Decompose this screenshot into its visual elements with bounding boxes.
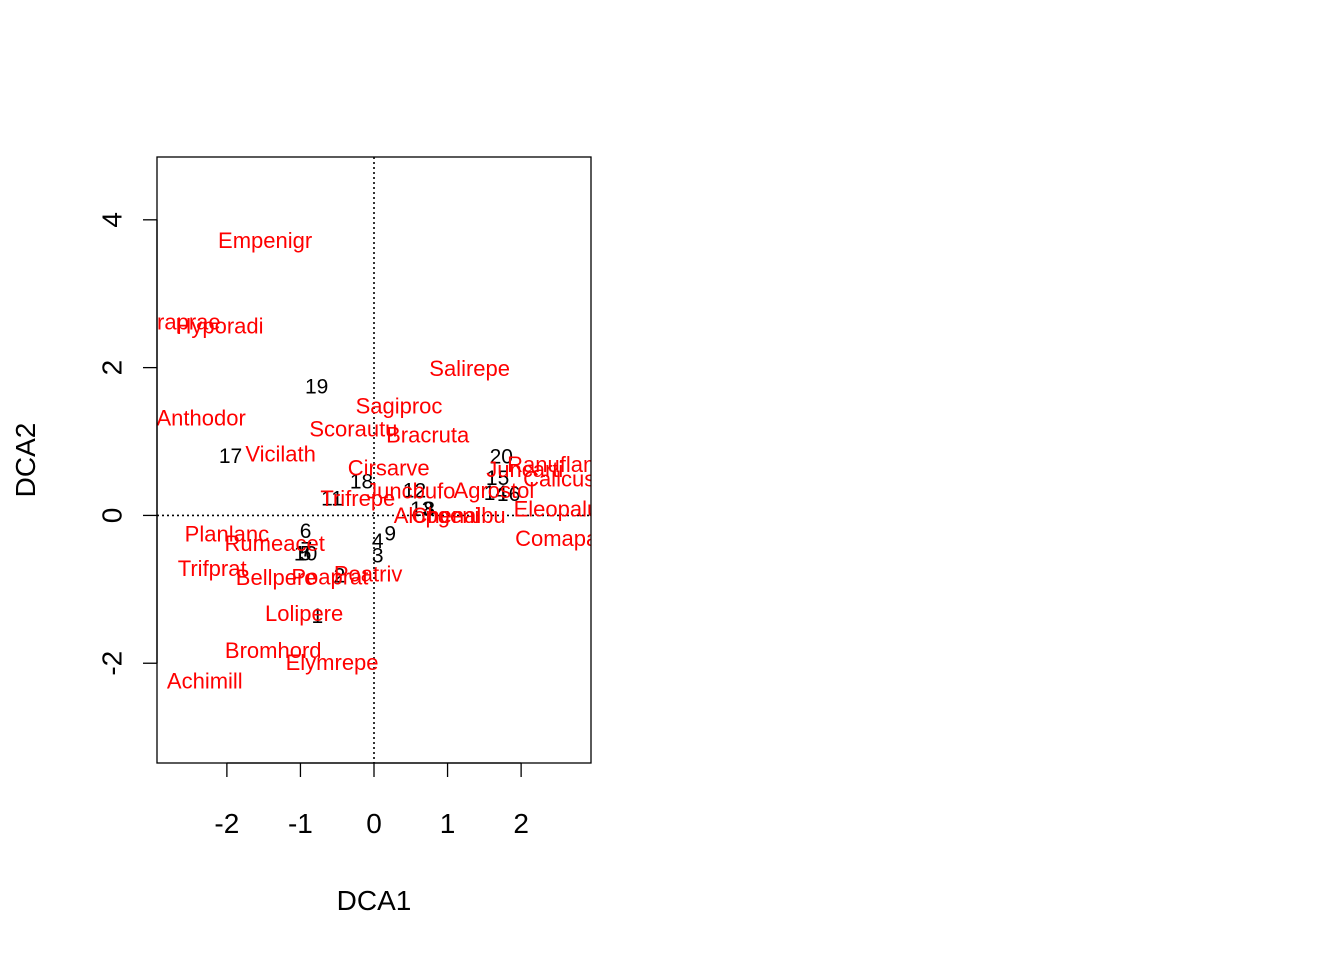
species-label-juncarti: Juncarti — [486, 457, 563, 482]
site-label-9: 9 — [384, 522, 396, 545]
species-label-rumeacet: Rumeacet — [225, 531, 325, 556]
y-tick-label: -2 — [97, 651, 128, 676]
species-label-empenigr: Empenigr — [218, 228, 312, 253]
site-label-7: 7 — [300, 539, 312, 562]
site-label-13: 13 — [410, 498, 433, 521]
x-axis-label: DCA1 — [337, 885, 412, 916]
species-label-hyporadi: Hyporadi — [176, 314, 264, 339]
site-label-4: 4 — [372, 530, 384, 553]
site-label-15: 15 — [486, 467, 509, 490]
y-axis: -2 0 2 4 — [97, 212, 158, 676]
site-label-14: 14 — [484, 482, 508, 505]
site-label-16: 16 — [497, 483, 520, 506]
y-tick-label: 2 — [97, 360, 128, 376]
species-label-airaprae: Airaprae — [137, 309, 220, 334]
site-label-3: 3 — [372, 545, 384, 568]
x-tick-label: 2 — [513, 808, 529, 839]
species-label-salirepe: Salirepe — [429, 356, 510, 381]
species-label-chenalbu: Chenalbu — [411, 503, 505, 528]
species-label-elymrepe: Elymrepe — [286, 650, 379, 675]
site-label-18: 18 — [350, 471, 373, 494]
x-tick-label: 1 — [440, 808, 456, 839]
site-label-17: 17 — [219, 445, 242, 468]
species-label-trifprat: Trifprat — [178, 556, 247, 581]
species-label-poaprat: Poaprat — [291, 564, 368, 589]
site-label-8: 8 — [423, 498, 435, 521]
site-label-10: 10 — [294, 542, 317, 565]
species-label-poatriv: Poatriv — [334, 561, 402, 586]
species-label-bromhord: Bromhord — [225, 638, 322, 663]
species-label-planlanc: Planlanc — [185, 521, 269, 546]
species-label-anthodor: Anthodor — [156, 405, 245, 430]
species-label-alopgeni: Alopgeni — [394, 503, 480, 528]
site-label-12: 12 — [403, 480, 426, 503]
species-label-scorautu: Scorautu — [309, 416, 397, 441]
site-label-19: 19 — [305, 375, 328, 398]
site-label-1: 1 — [312, 605, 324, 628]
species-label-eleopalu: Eleopalu — [514, 496, 600, 521]
species-label-juncbufo: Juncbufo — [366, 479, 455, 504]
species-label-ranuflam: Ranuflam — [507, 452, 601, 477]
species-label-achimill: Achimill — [167, 668, 243, 693]
species-label-cirsarve: Cirsarve — [348, 456, 430, 481]
y-axis-label: DCA2 — [10, 423, 41, 498]
site-label-6: 6 — [300, 520, 312, 543]
site-label-20: 20 — [490, 446, 513, 469]
y-tick-label: 4 — [97, 212, 128, 228]
x-axis: -2 -1 0 1 2 — [214, 762, 529, 839]
x-tick-label: -1 — [288, 808, 313, 839]
species-label-bracruta: Bracruta — [386, 422, 470, 447]
reference-lines — [157, 157, 591, 763]
site-label-11: 11 — [321, 488, 343, 511]
species-label-trifrepe: Trifrepe — [320, 486, 395, 511]
site-label-2: 2 — [334, 565, 346, 588]
species-label-agrostol: Agrostol — [454, 478, 535, 503]
x-tick-label: 0 — [366, 808, 382, 839]
species-label-vicilath: Vicilath — [245, 442, 316, 467]
site-label-5: 5 — [300, 542, 312, 565]
species-label-callcusp: Callcusp — [523, 467, 607, 492]
x-tick-label: -2 — [214, 808, 239, 839]
species-label-bellpere: Bellpere — [236, 565, 317, 590]
species-label-sagiproc: Sagiproc — [356, 394, 443, 419]
species-label-comapalu: Comapalu — [515, 526, 615, 551]
species-label-lolipere: Lolipere — [265, 601, 343, 626]
y-tick-label: 0 — [97, 508, 128, 524]
species-series: Achimill Agrostol Airaprae Alopgeni Anthodor… — [137, 228, 615, 693]
